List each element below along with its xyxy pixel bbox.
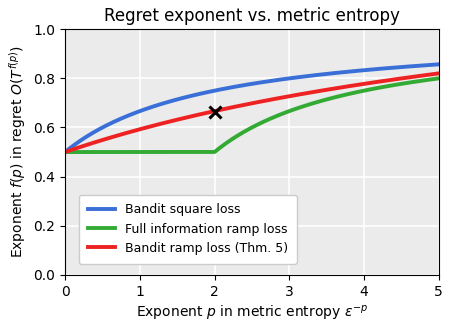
Bandit ramp loss (Thm. 5) bbox=[234, 104, 239, 108]
X-axis label: Exponent $p$ in metric entropy $\varepsilon^{-p}$: Exponent $p$ in metric entropy $\varepsi… bbox=[136, 304, 368, 323]
Full information ramp loss bbox=[234, 134, 239, 138]
Bandit ramp loss (Thm. 5) bbox=[63, 150, 68, 154]
Bandit ramp loss (Thm. 5) bbox=[244, 102, 249, 106]
Bandit square loss bbox=[356, 69, 362, 73]
Bandit ramp loss (Thm. 5) bbox=[356, 82, 362, 86]
Bandit ramp loss (Thm. 5) bbox=[81, 144, 87, 148]
Bandit square loss bbox=[63, 150, 68, 154]
Title: Regret exponent vs. metric entropy: Regret exponent vs. metric entropy bbox=[104, 7, 400, 25]
Bandit square loss bbox=[81, 136, 87, 140]
Line: Bandit square loss: Bandit square loss bbox=[65, 64, 439, 152]
Y-axis label: Exponent $f(p)$ in regret $O(T^{f(p)})$: Exponent $f(p)$ in regret $O(T^{f(p)})$ bbox=[7, 46, 28, 258]
Line: Full information ramp loss: Full information ramp loss bbox=[65, 79, 439, 152]
Bandit ramp loss (Thm. 5) bbox=[436, 71, 441, 75]
Line: Bandit ramp loss (Thm. 5): Bandit ramp loss (Thm. 5) bbox=[65, 73, 439, 152]
Full information ramp loss bbox=[436, 77, 441, 81]
Full information ramp loss bbox=[244, 128, 249, 132]
Legend: Bandit square loss, Full information ramp loss, Bandit ramp loss (Thm. 5): Bandit square loss, Full information ram… bbox=[79, 195, 297, 264]
Bandit square loss bbox=[234, 84, 239, 88]
Full information ramp loss bbox=[81, 150, 87, 154]
Bandit square loss bbox=[436, 62, 441, 66]
Bandit ramp loss (Thm. 5) bbox=[425, 73, 431, 77]
Bandit ramp loss (Thm. 5) bbox=[425, 73, 430, 77]
Full information ramp loss bbox=[63, 150, 68, 154]
Full information ramp loss bbox=[356, 90, 362, 94]
Full information ramp loss bbox=[425, 78, 430, 82]
Bandit square loss bbox=[425, 63, 430, 67]
Bandit square loss bbox=[244, 83, 249, 87]
Full information ramp loss bbox=[425, 78, 431, 82]
Bandit square loss bbox=[425, 63, 431, 67]
